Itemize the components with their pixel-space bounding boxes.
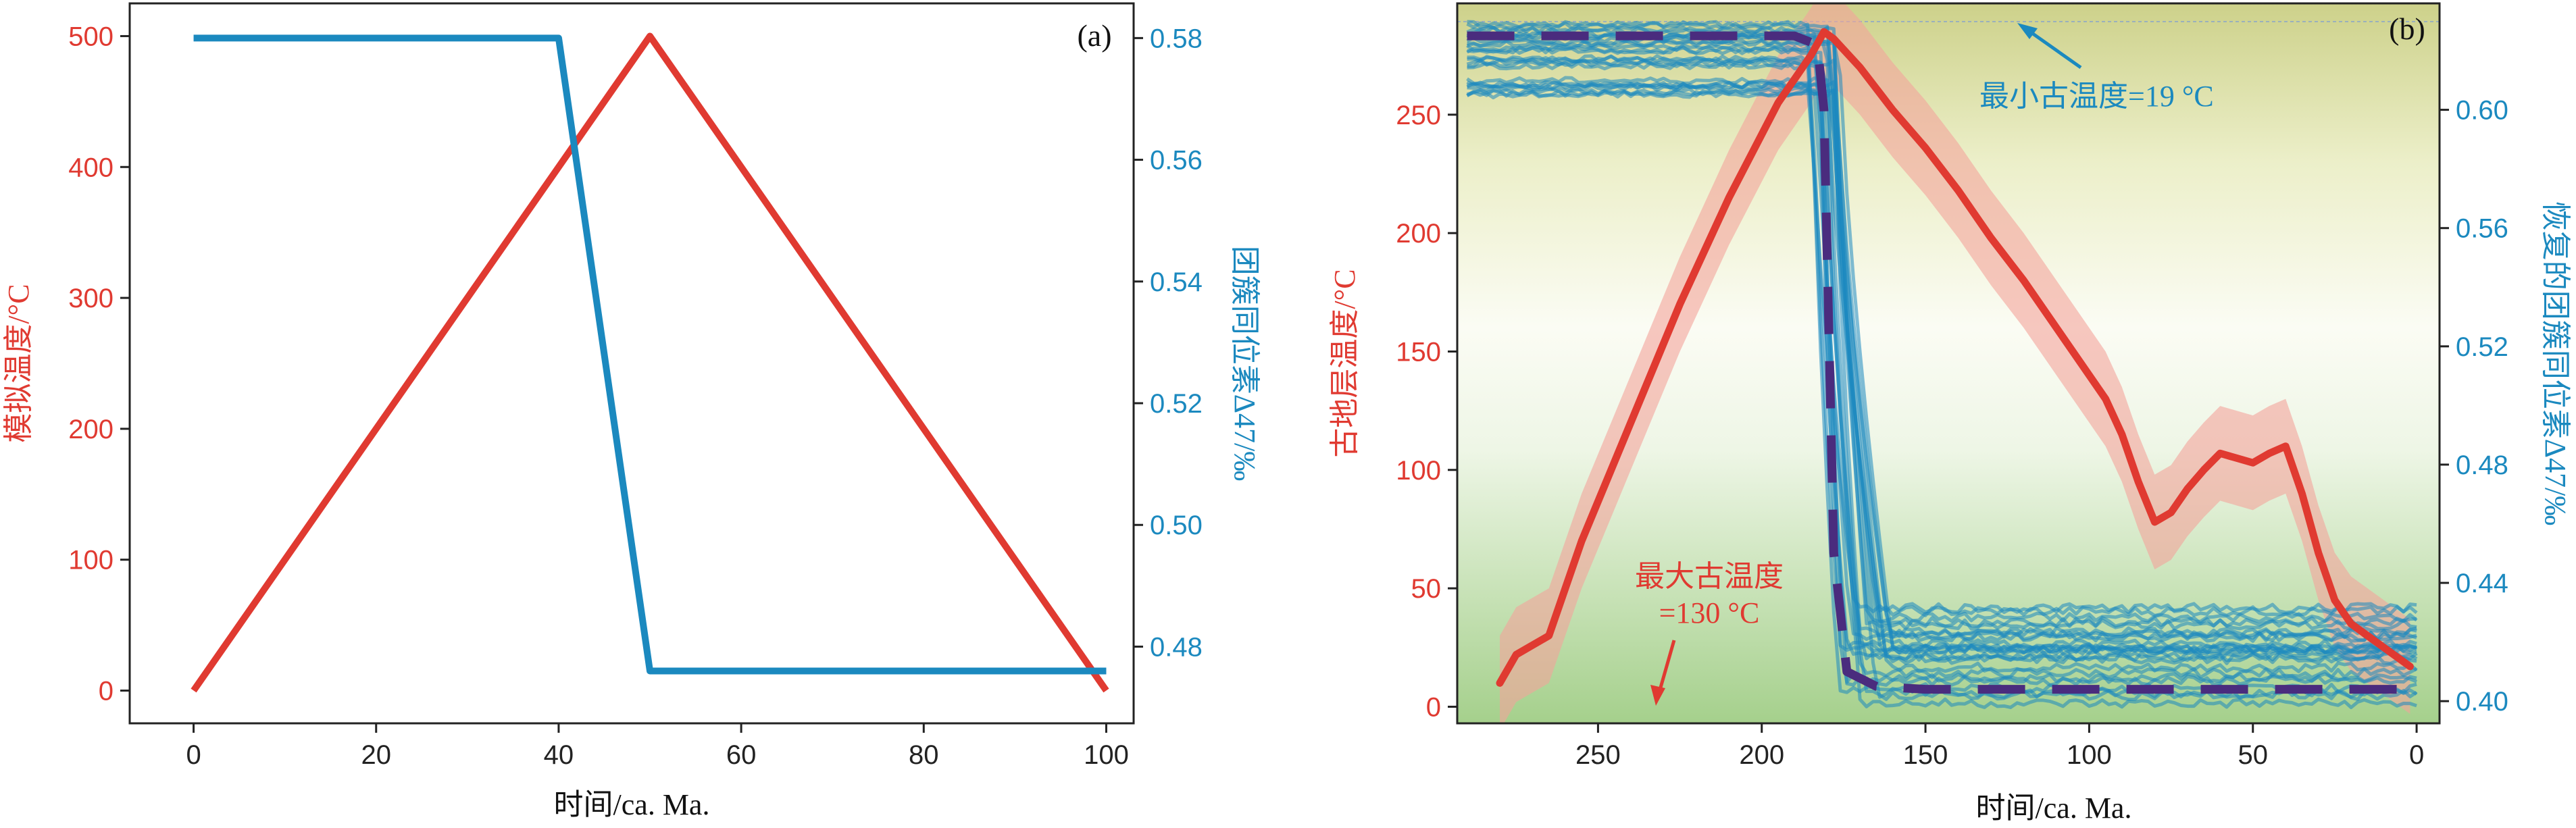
b-left-tick-label: 150	[1396, 337, 1441, 367]
panel-label-a: (a)	[1077, 18, 1111, 53]
panel-a-frame	[128, 2, 1135, 725]
ensemble-curve	[1467, 55, 2417, 710]
a-right-tick-label: 0.56	[1150, 146, 1203, 176]
a-x-tick-label: 100	[1084, 740, 1129, 770]
ensemble-curve	[1467, 20, 2418, 623]
panel-b-frame	[1456, 2, 2441, 725]
series-simulated-temperature	[191, 32, 1109, 693]
min-temp-annotation: 最小古温度=19 °C	[1979, 80, 2214, 113]
panel-b-left-axis: 0 50 100 150 200 250	[1396, 101, 1457, 722]
a-left-tick-label: 300	[68, 284, 113, 313]
panel-b-x-axis: 250 200 150 100 50 0	[1575, 723, 2424, 770]
max-temp-arrow	[1657, 640, 1676, 693]
a-right-tick-label: 0.50	[1150, 511, 1203, 540]
panel-b-right-y-label: 恢复的团簇同位素Δ47/‰	[2539, 201, 2572, 526]
series-clumped-isotope	[193, 34, 1107, 675]
panel-b-x-label: 时间/ca. Ma.	[1976, 792, 2132, 825]
ensemble-curve	[1467, 61, 2417, 687]
a-left-tick-label: 100	[68, 546, 113, 575]
b-right-tick-label: 0.56	[2456, 214, 2508, 244]
panel-a-right-y-label: 团簇同位素Δ47/‰	[1228, 246, 1261, 482]
a-right-tick-label: 0.52	[1150, 389, 1203, 419]
b-left-tick-label: 50	[1411, 574, 1442, 604]
panel-a-x-axis: 0 20 40 60 80 100	[186, 723, 1129, 770]
b-left-tick-label: 250	[1396, 101, 1441, 130]
ensemble-curve	[1466, 57, 2417, 628]
ensemble-curve	[1466, 90, 2417, 639]
panel-b-background	[1457, 3, 2440, 723]
a-left-tick-label: 400	[68, 153, 113, 182]
panel-a-left-axis: 0 100 200 300 400 500	[68, 22, 130, 706]
temperature-uncertainty-band	[1500, 3, 2410, 723]
max-temp-annotation-line1: 最大古温度	[1635, 560, 1784, 593]
a-left-tick-label: 200	[68, 415, 113, 444]
b-right-tick-label: 0.60	[2456, 96, 2508, 126]
a-x-tick-label: 80	[909, 740, 939, 770]
panel-b: 250 200 150 100 50 0 0 50 100 150 200 250 0.40 0.44…	[1328, 2, 2572, 825]
panel-a-left-y-label: 模拟温度/°C	[2, 284, 35, 442]
b-x-tick-label: 200	[1739, 740, 1784, 770]
a-x-tick-label: 60	[726, 740, 757, 770]
b-right-tick-label: 0.44	[2456, 569, 2508, 598]
ensemble-curve	[1466, 80, 2417, 615]
ensemble-curve	[1467, 83, 2418, 679]
a-right-tick-label: 0.54	[1150, 267, 1203, 297]
b-left-tick-label: 0	[1426, 692, 1441, 722]
a-left-tick-label: 0	[99, 677, 113, 706]
b-left-tick-label: 200	[1396, 219, 1441, 249]
a-x-tick-label: 0	[186, 740, 201, 770]
b-right-tick-label: 0.40	[2456, 687, 2508, 717]
max-temp-arrowhead	[1650, 685, 1665, 706]
b-x-tick-label: 100	[2067, 740, 2112, 770]
panel-a-plot-area	[130, 3, 1134, 723]
a-x-tick-label: 40	[544, 740, 574, 770]
b-x-tick-label: 250	[1575, 740, 1621, 770]
max-temp-annotation-line2: =130 °C	[1659, 596, 1760, 629]
panel-label-b: (b)	[2389, 11, 2425, 46]
b-x-tick-label: 150	[1903, 740, 1948, 770]
ensemble-curve	[1466, 81, 2417, 650]
panel-b-right-axis: 0.40 0.44 0.48 0.52 0.56 0.60	[2440, 96, 2508, 717]
panel-a-right-axis: 0.48 0.50 0.52 0.54 0.56 0.58	[1134, 24, 1203, 662]
series-clumped-isotope-median	[1467, 31, 2417, 694]
a-right-tick-label: 0.58	[1150, 24, 1203, 53]
b-x-tick-label: 50	[2238, 740, 2268, 770]
panel-b-left-y-label: 古地层温度/°C	[1328, 269, 1361, 457]
b-left-tick-label: 100	[1396, 456, 1441, 486]
b-right-tick-label: 0.48	[2456, 450, 2508, 480]
min-temp-arrowhead	[2017, 23, 2038, 39]
a-right-tick-label: 0.48	[1150, 632, 1203, 662]
b-right-tick-label: 0.52	[2456, 332, 2508, 362]
b-x-tick-label: 0	[2409, 740, 2424, 770]
a-x-tick-label: 20	[361, 740, 391, 770]
a-left-tick-label: 500	[68, 22, 113, 51]
panel-a-x-label: 时间/ca. Ma.	[554, 788, 710, 821]
series-paleo-temperature	[1496, 28, 2414, 687]
